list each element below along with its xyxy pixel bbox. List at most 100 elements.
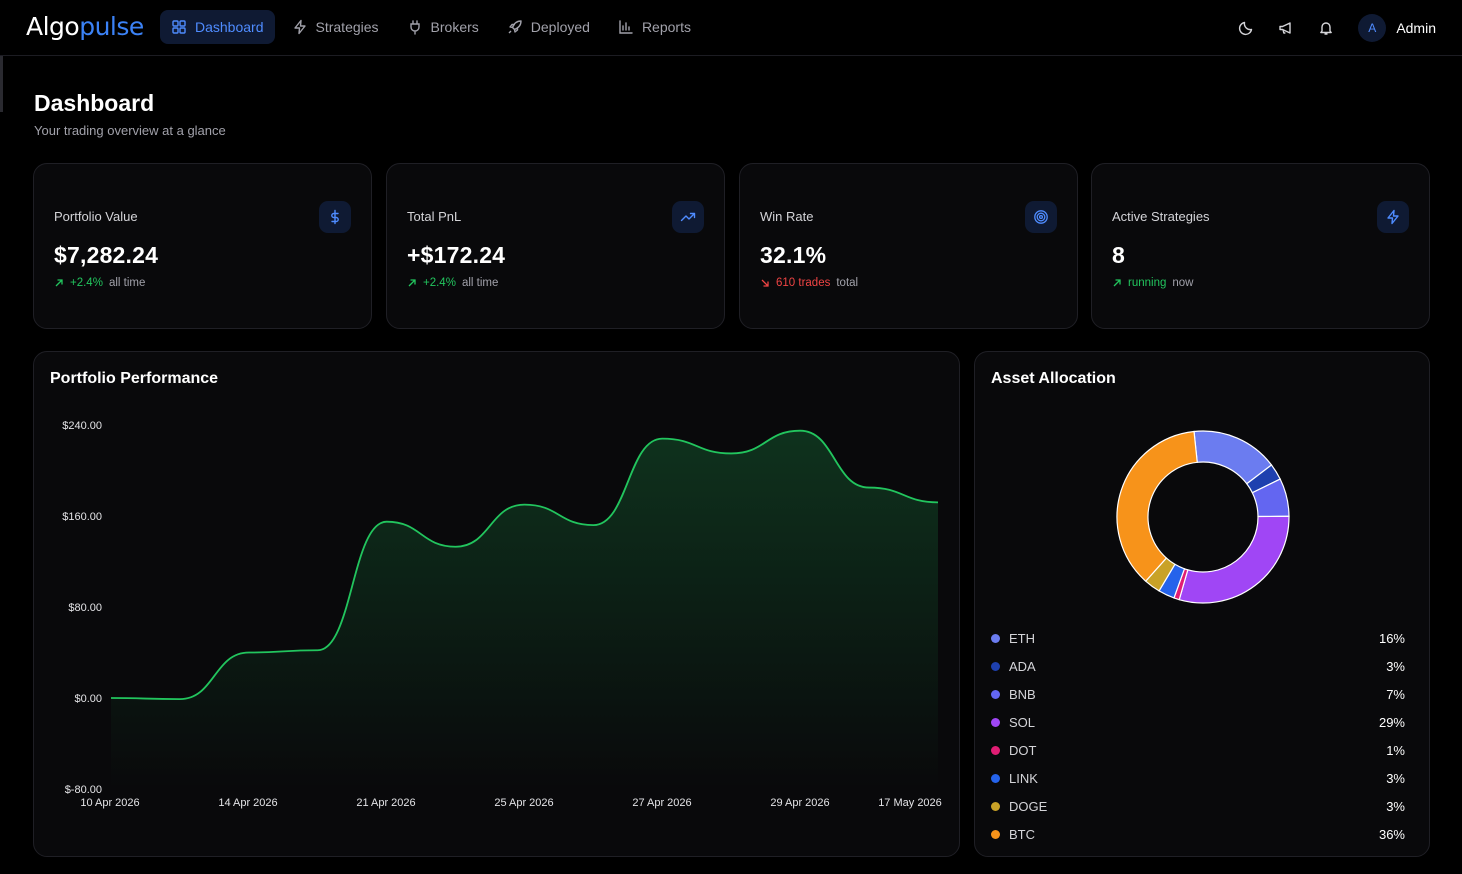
stat-footer: +2.4% all time bbox=[407, 277, 498, 289]
x-tick-label: 14 Apr 2026 bbox=[218, 797, 277, 809]
y-tick-label: $160.00 bbox=[62, 511, 102, 523]
stat-label: Portfolio Value bbox=[54, 209, 138, 224]
donut-slice-btc[interactable] bbox=[1116, 430, 1198, 583]
grid-icon bbox=[172, 20, 186, 34]
panel-title: Portfolio Performance bbox=[50, 370, 219, 387]
nav-item-strategies[interactable]: Strategies bbox=[281, 10, 390, 44]
user-name: Admin bbox=[1396, 20, 1436, 36]
arrow-up-right-icon bbox=[55, 279, 63, 287]
legend-dot bbox=[991, 717, 1000, 727]
stat-note: all time bbox=[108, 277, 146, 289]
target-icon bbox=[1025, 201, 1057, 233]
legend-label: DOGE bbox=[1009, 798, 1048, 814]
page-title: Dashboard bbox=[34, 90, 155, 116]
stat-note: now bbox=[1172, 277, 1194, 289]
y-tick-label: $240.00 bbox=[62, 420, 102, 432]
brand-logo[interactable]: Algopulse bbox=[26, 12, 144, 41]
brand-name-part2: pulse bbox=[79, 12, 144, 41]
bolt-icon bbox=[293, 19, 306, 35]
legend-value: 1% bbox=[1386, 742, 1405, 758]
notifications-button[interactable] bbox=[1306, 12, 1346, 44]
dollar-icon bbox=[319, 201, 351, 233]
stat-value: 32.1% bbox=[760, 242, 827, 268]
legend-dot bbox=[991, 773, 1000, 783]
megaphone-icon bbox=[1279, 22, 1292, 34]
stat-card-win-rate: Win Rate 32.1% 610 trades total bbox=[739, 163, 1078, 329]
legend-item-bnb[interactable]: BNB 7% bbox=[991, 680, 1409, 708]
stat-note: all time bbox=[461, 277, 499, 289]
legend-item-btc[interactable]: BTC 36% bbox=[991, 820, 1409, 848]
user-menu[interactable]: A Admin bbox=[1358, 14, 1436, 42]
allocation-donut-chart[interactable] bbox=[975, 352, 1431, 612]
announcements-button[interactable] bbox=[1266, 12, 1306, 44]
performance-area bbox=[111, 430, 938, 789]
header-actions: A Admin bbox=[1226, 12, 1436, 44]
stat-value: $7,282.24 bbox=[54, 242, 159, 268]
nav-label: Deployed bbox=[530, 19, 590, 35]
legend-item-ada[interactable]: ADA 3% bbox=[991, 652, 1409, 680]
bar-chart-icon bbox=[619, 20, 633, 34]
legend-item-doge[interactable]: DOGE 3% bbox=[991, 792, 1409, 820]
stat-footer: running now bbox=[1112, 277, 1193, 289]
stat-label: Win Rate bbox=[760, 209, 814, 224]
x-tick-label: 17 May 2026 bbox=[878, 797, 942, 809]
legend-label: ETH bbox=[1009, 630, 1035, 646]
top-bar: Algopulse Dashboard Strategies Brokers D… bbox=[0, 0, 1462, 56]
nav-label: Brokers bbox=[430, 19, 479, 35]
stat-card-portfolio-value: Portfolio Value $7,282.24 +2.4% all time bbox=[33, 163, 372, 329]
plug-icon bbox=[409, 20, 420, 35]
legend-dot bbox=[991, 829, 1000, 839]
donut-slice-sol[interactable] bbox=[1178, 515, 1290, 604]
legend-value: 3% bbox=[1386, 770, 1405, 786]
brand-name-part1: Algo bbox=[26, 12, 80, 41]
nav-item-dashboard[interactable]: Dashboard bbox=[160, 10, 275, 44]
legend-dot bbox=[991, 745, 1000, 755]
y-tick-label: $0.00 bbox=[74, 693, 102, 705]
allocation-legend: ETH 16% ADA 3% BNB 7% SOL 29% DOT 1% LINK 3% DOGE 3% B… bbox=[991, 624, 1409, 848]
arrow-up-right-icon bbox=[1113, 279, 1121, 287]
stat-label: Total PnL bbox=[407, 209, 462, 224]
stat-trend: running bbox=[1128, 277, 1167, 289]
nav-label: Strategies bbox=[315, 19, 379, 35]
legend-item-link[interactable]: LINK 3% bbox=[991, 764, 1409, 792]
stat-trend: +2.4% bbox=[70, 277, 103, 289]
nav-label: Reports bbox=[641, 19, 691, 35]
performance-chart[interactable]: $240.00 $160.00 $80.00 $0.00 $-80.00 10 Apr … bbox=[34, 352, 959, 856]
legend-label: LINK bbox=[1009, 770, 1038, 786]
legend-dot bbox=[991, 801, 1000, 811]
y-tick-label: $80.00 bbox=[68, 602, 102, 614]
stat-label: Active Strategies bbox=[1112, 209, 1210, 224]
legend-value: 16% bbox=[1378, 630, 1405, 646]
legend-label: BTC bbox=[1009, 826, 1035, 842]
stat-footer: 610 trades total bbox=[760, 277, 858, 289]
allocation-panel: Asset Allocation ETH 16% ADA 3% BNB 7% SOL 29% D… bbox=[974, 351, 1430, 857]
legend-dot bbox=[991, 633, 1000, 643]
stat-card-total-pnl: Total PnL +$172.24 +2.4% all time bbox=[386, 163, 725, 329]
x-tick-label: 21 Apr 2026 bbox=[356, 797, 415, 809]
legend-value: 3% bbox=[1386, 658, 1405, 674]
legend-item-sol[interactable]: SOL 29% bbox=[991, 708, 1409, 736]
legend-value: 36% bbox=[1378, 826, 1405, 842]
legend-value: 7% bbox=[1386, 686, 1405, 702]
nav-item-deployed[interactable]: Deployed bbox=[496, 10, 601, 44]
theme-toggle-button[interactable] bbox=[1226, 12, 1266, 44]
legend-label: SOL bbox=[1009, 714, 1036, 730]
nav-item-brokers[interactable]: Brokers bbox=[396, 10, 490, 44]
legend-item-dot[interactable]: DOT 1% bbox=[991, 736, 1409, 764]
stat-trend: 610 trades bbox=[776, 277, 831, 289]
legend-item-eth[interactable]: ETH 16% bbox=[991, 624, 1409, 652]
performance-panel: Portfolio Performance $240.00 $160.00 $80.… bbox=[33, 351, 960, 857]
trending-up-icon bbox=[672, 201, 704, 233]
nav-item-reports[interactable]: Reports bbox=[607, 10, 702, 44]
stat-footer: +2.4% all time bbox=[54, 277, 145, 289]
arrow-up-right-icon bbox=[408, 279, 416, 287]
legend-value: 3% bbox=[1386, 798, 1405, 814]
rocket-icon bbox=[508, 20, 522, 34]
legend-label: DOT bbox=[1009, 742, 1037, 758]
x-tick-label: 25 Apr 2026 bbox=[494, 797, 553, 809]
stat-card-active-strategies: Active Strategies 8 running now bbox=[1091, 163, 1430, 329]
stat-value: +$172.24 bbox=[407, 242, 506, 268]
stat-note: total bbox=[836, 277, 859, 289]
performance-line bbox=[110, 429, 939, 701]
legend-dot bbox=[991, 661, 1000, 671]
